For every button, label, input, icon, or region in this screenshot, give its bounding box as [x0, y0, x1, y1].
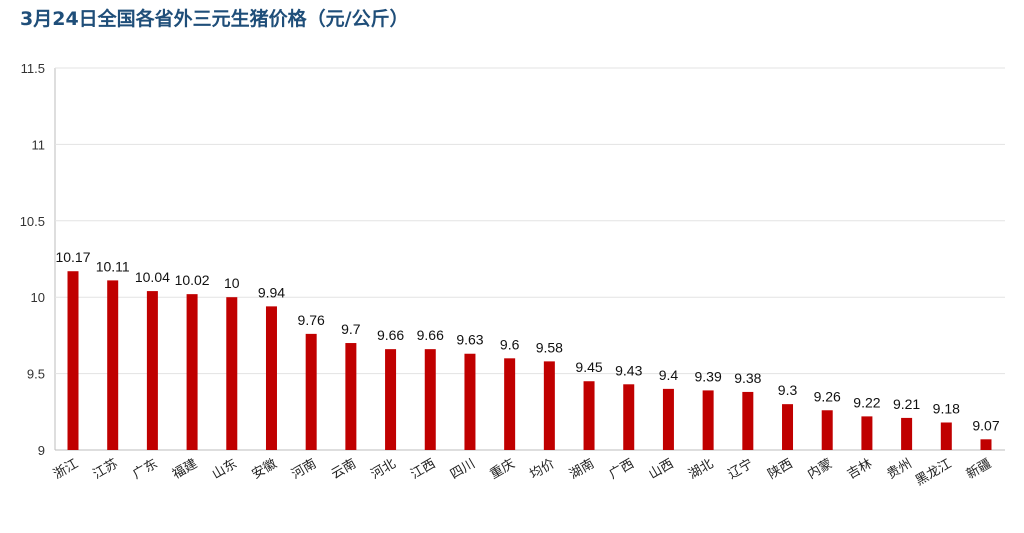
y-tick-label: 11.5 — [21, 61, 45, 76]
x-tick-label: 湖南 — [567, 456, 598, 483]
x-tick-label: 四川 — [448, 456, 478, 482]
value-label: 9.76 — [298, 312, 325, 328]
value-label: 9.3 — [778, 382, 798, 398]
x-tick-label: 贵州 — [885, 456, 915, 482]
value-label: 9.38 — [734, 370, 761, 386]
bar — [543, 361, 555, 450]
bar — [265, 306, 277, 450]
value-label: 9.66 — [417, 327, 444, 343]
x-tick-label: 广东 — [130, 456, 160, 482]
value-label: 9.58 — [536, 339, 563, 355]
value-label: 9.45 — [575, 359, 602, 375]
bar — [186, 294, 198, 450]
bar — [464, 353, 476, 450]
x-tick-label: 新疆 — [963, 456, 994, 483]
value-label: 9.66 — [377, 327, 404, 343]
bar — [504, 358, 516, 450]
x-tick-label: 安徽 — [249, 456, 279, 482]
value-label: 10.11 — [96, 258, 130, 274]
y-tick-label: 10.5 — [20, 214, 45, 229]
value-label: 9.6 — [500, 336, 520, 352]
bar — [980, 439, 992, 450]
bar — [146, 291, 158, 450]
x-tick-label: 黑龙江 — [913, 456, 954, 488]
value-label: 10.02 — [175, 272, 210, 288]
bar — [107, 280, 119, 450]
value-label: 9.26 — [814, 388, 841, 404]
x-tick-label: 湖北 — [686, 456, 716, 482]
x-tick-label: 重庆 — [487, 456, 518, 483]
value-label: 9.39 — [695, 368, 722, 384]
value-label: 9.22 — [853, 394, 880, 410]
value-label: 9.63 — [456, 332, 483, 348]
x-tick-label: 广西 — [607, 456, 637, 482]
bar — [623, 384, 635, 450]
x-tick-label: 山西 — [646, 456, 676, 482]
y-tick-label: 10 — [31, 290, 45, 305]
bar — [742, 391, 754, 450]
value-label: 9.18 — [933, 400, 960, 416]
bar — [782, 404, 794, 450]
value-label: 10 — [224, 275, 240, 291]
bar — [67, 271, 79, 450]
x-tick-label: 吉林 — [845, 456, 875, 482]
value-label: 9.07 — [972, 417, 999, 433]
x-tick-label: 内蒙 — [805, 456, 836, 483]
x-tick-label: 江苏 — [90, 456, 121, 483]
value-label: 10.17 — [55, 249, 90, 265]
bar — [305, 333, 317, 450]
y-tick-label: 11 — [32, 137, 46, 152]
x-tick-label: 浙江 — [51, 456, 81, 482]
chart-title: 3月24日全国各省外三元生猪价格（元/公斤） — [20, 8, 409, 30]
value-label: 9.43 — [615, 362, 642, 378]
x-tick-label: 山东 — [210, 456, 240, 482]
bar — [861, 416, 873, 450]
x-tick-label: 河北 — [369, 456, 399, 482]
value-label: 10.04 — [135, 269, 170, 285]
bar — [821, 410, 833, 450]
value-label: 9.94 — [258, 284, 285, 300]
x-tick-label: 福建 — [170, 456, 200, 482]
x-tick-label: 陕西 — [765, 456, 795, 482]
bar — [901, 417, 913, 450]
bar — [385, 349, 397, 450]
bar — [583, 381, 595, 450]
bar — [940, 422, 952, 450]
bar — [424, 349, 436, 450]
bar — [226, 297, 238, 450]
bar — [345, 343, 357, 450]
bar — [662, 388, 674, 450]
bar — [702, 390, 714, 450]
x-tick-label: 辽宁 — [725, 456, 756, 483]
value-label: 9.7 — [341, 321, 361, 337]
y-tick-label: 9.5 — [27, 367, 45, 382]
value-label: 9.21 — [893, 396, 920, 412]
y-tick-label: 9 — [38, 443, 45, 458]
x-tick-label: 均价 — [527, 456, 557, 482]
x-tick-label: 河南 — [289, 456, 320, 483]
x-tick-label: 云南 — [328, 456, 359, 483]
value-label: 9.4 — [659, 367, 679, 383]
x-tick-label: 江西 — [408, 456, 438, 482]
